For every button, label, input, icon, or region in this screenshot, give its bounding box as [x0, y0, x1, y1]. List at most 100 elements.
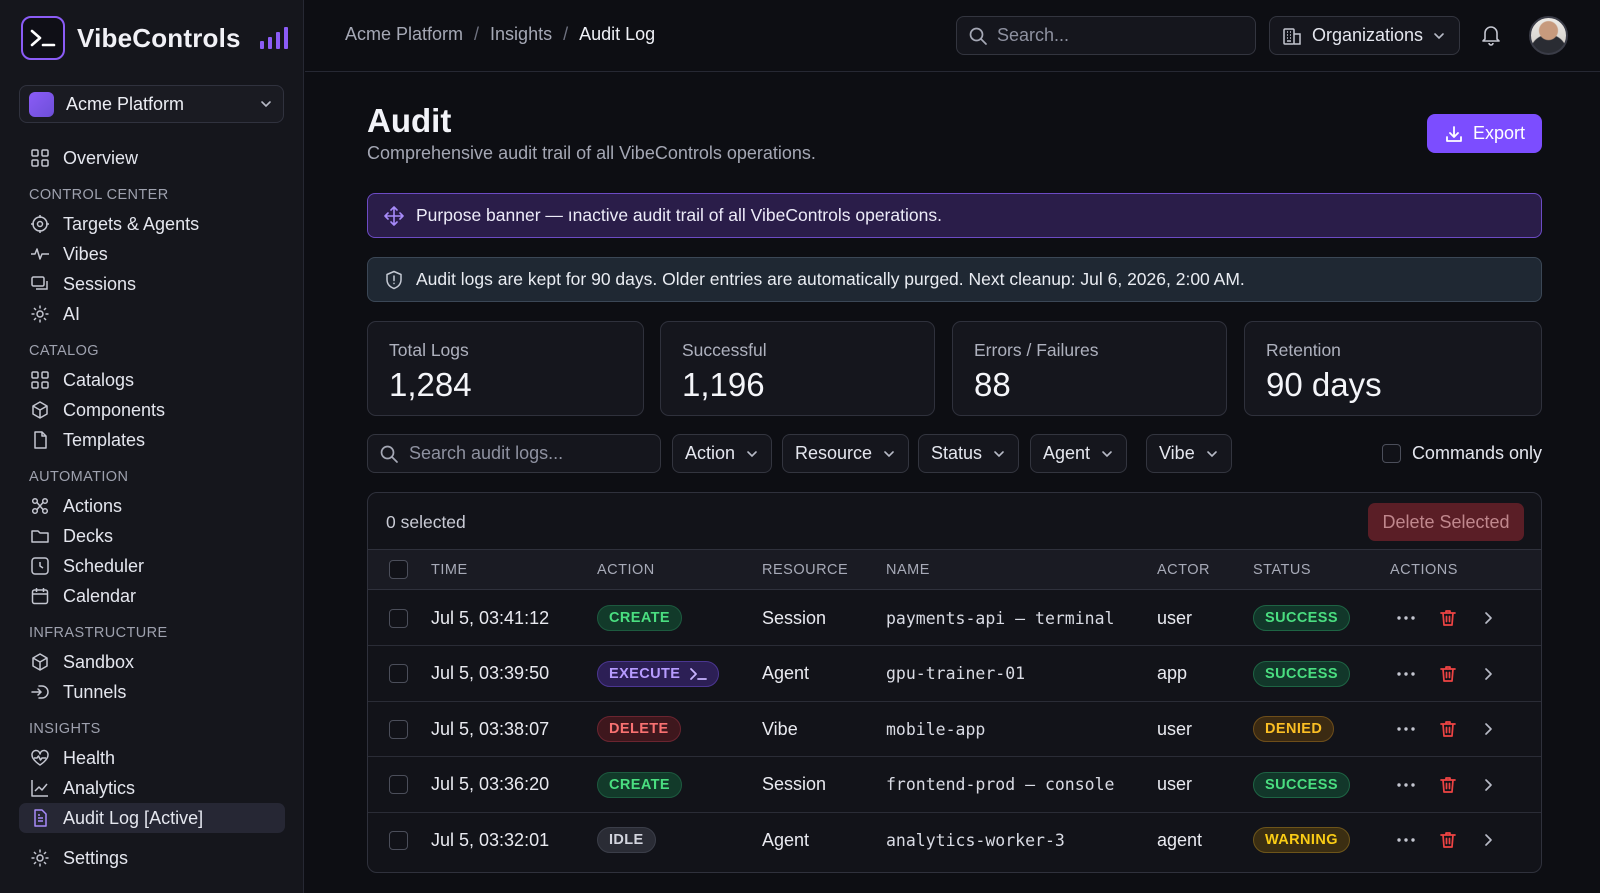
chevron-right-icon[interactable] [1476, 717, 1500, 741]
sidebar-item-overview[interactable]: Overview [19, 143, 285, 173]
sidebar-item-health[interactable]: Health [19, 743, 285, 773]
sidebar-item-actions[interactable]: Actions [19, 491, 285, 521]
sidebar-item-templates[interactable]: Templates [19, 425, 285, 455]
table-row[interactable]: Jul 5, 03:41:12 CREATE Session payments-api… [368, 590, 1541, 646]
column-header-actor[interactable]: ACTOR [1157, 562, 1210, 578]
sidebar-item-label: Scheduler [63, 555, 145, 576]
nav-section-control-center: CONTROL CENTER [29, 187, 169, 203]
calendar-icon [29, 585, 51, 607]
sidebar-item-decks[interactable]: Decks [19, 521, 285, 551]
sidebar-item-scheduler[interactable]: Scheduler [19, 551, 285, 581]
stat-card-retention: Retention 90 days [1244, 321, 1542, 416]
trash-icon[interactable] [1436, 662, 1460, 686]
sidebar-item-components[interactable]: Components [19, 395, 285, 425]
chevron-right-icon[interactable] [1476, 773, 1500, 797]
purpose-banner-text: Purpose banner — ınactive audit trail of… [416, 205, 942, 225]
action-badge-label: EXECUTE [609, 665, 681, 682]
sidebar-item-settings[interactable]: Settings [19, 843, 285, 873]
stat-value: 1,284 [389, 366, 472, 403]
organizations-dropdown[interactable]: Organizations [1269, 16, 1460, 55]
global-search[interactable] [956, 16, 1256, 55]
filter-status-dropdown[interactable]: Status [918, 434, 1020, 473]
row-checkbox[interactable] [389, 775, 408, 794]
stat-card-successful: Successful 1,196 [660, 321, 935, 416]
trash-icon[interactable] [1436, 606, 1460, 630]
clock-icon [29, 555, 51, 577]
export-button[interactable]: Export [1427, 114, 1542, 153]
grid-icon [29, 369, 51, 391]
select-all-checkbox[interactable] [389, 560, 408, 579]
row-checkbox[interactable] [389, 719, 408, 739]
row-checkbox[interactable] [389, 664, 408, 683]
user-avatar[interactable] [1529, 16, 1568, 55]
nav-section-catalog: CATALOG [29, 343, 99, 359]
folder-icon [29, 525, 51, 547]
trash-icon[interactable] [1436, 828, 1460, 852]
sidebar-item-label: Health [63, 747, 116, 768]
commands-only-checkbox[interactable] [1381, 444, 1401, 463]
column-header-action[interactable]: ACTION [597, 562, 655, 578]
sidebar-item-sessions[interactable]: Sessions [19, 269, 285, 299]
sidebar-item-tunnels[interactable]: Tunnels [19, 677, 285, 707]
brand[interactable]: VibeControls [21, 16, 289, 60]
audit-search-input[interactable] [409, 443, 649, 464]
sidebar-item-label: Vibes [63, 243, 108, 264]
cell-row-actions [1394, 812, 1500, 868]
more-horizontal-icon[interactable] [1394, 717, 1418, 741]
commands-only-toggle[interactable]: Commands only [1381, 434, 1542, 473]
column-header-name[interactable]: NAME [886, 562, 930, 578]
sidebar-item-audit-log[interactable]: Audit Log [Active] [19, 803, 285, 833]
cell-row-actions [1394, 757, 1500, 813]
brand-name: VibeControls [77, 22, 241, 53]
breadcrumb-item[interactable]: Insights [490, 24, 553, 44]
trash-icon[interactable] [1436, 717, 1460, 741]
column-header-time[interactable]: TIME [431, 562, 468, 578]
sidebar-item-label: Decks [63, 525, 114, 546]
cell-actor: agent [1157, 829, 1203, 850]
action-badge: EXECUTE [597, 660, 720, 687]
sidebar-item-targets-agents[interactable]: Targets & Agents [19, 209, 285, 239]
selected-count: 0 selected [386, 512, 466, 532]
delete-selected-button[interactable]: Delete Selected [1368, 503, 1524, 541]
status-badge: DENIED [1253, 716, 1335, 742]
bell-icon[interactable] [1480, 24, 1502, 46]
global-search-input[interactable] [997, 25, 1237, 46]
sidebar-item-sandbox[interactable]: Sandbox [19, 647, 285, 677]
sidebar-item-calendar[interactable]: Calendar [19, 581, 285, 611]
status-badge: SUCCESS [1253, 771, 1350, 798]
more-horizontal-icon[interactable] [1394, 773, 1418, 797]
chevron-right-icon[interactable] [1476, 662, 1500, 686]
workflow-icon [29, 495, 51, 517]
stat-value: 90 days [1266, 366, 1382, 403]
table-row[interactable]: Jul 5, 03:32:01 IDLE Agent analytics-worker… [368, 812, 1541, 868]
filter-action-dropdown[interactable]: Action [672, 434, 773, 473]
sidebar-item-ai[interactable]: AI [19, 299, 285, 329]
column-header-status[interactable]: STATUS [1253, 562, 1312, 578]
more-horizontal-icon[interactable] [1394, 828, 1418, 852]
row-checkbox[interactable] [389, 608, 408, 628]
sidebar-item-catalogs[interactable]: Catalogs [19, 365, 285, 395]
row-checkbox[interactable] [389, 830, 408, 850]
breadcrumb-item[interactable]: Acme Platform [345, 24, 464, 44]
chevron-right-icon[interactable] [1476, 828, 1500, 852]
cell-action: CREATE [597, 757, 682, 813]
sidebar-item-analytics[interactable]: Analytics [19, 773, 285, 803]
audit-search[interactable] [367, 434, 661, 473]
sidebar-item-label: Sandbox [63, 651, 135, 672]
table-row[interactable]: Jul 5, 03:39:50 EXECUTE Agent gpu-trainer-0… [368, 646, 1541, 702]
filter-resource-dropdown[interactable]: Resource [782, 434, 910, 473]
chevron-right-icon[interactable] [1476, 606, 1500, 630]
sidebar-item-vibes[interactable]: Vibes [19, 239, 285, 269]
table-row[interactable]: Jul 5, 03:38:07 DELETE Vibe mobile-app user D… [368, 701, 1541, 757]
filter-vibe-dropdown[interactable]: Vibe [1146, 434, 1232, 473]
table-row[interactable]: Jul 5, 03:36:20 CREATE Session frontend-pro… [368, 757, 1541, 813]
more-horizontal-icon[interactable] [1394, 606, 1418, 630]
more-horizontal-icon[interactable] [1394, 662, 1418, 686]
org-switcher[interactable]: Acme Platform [19, 85, 284, 123]
trash-icon[interactable] [1436, 773, 1460, 797]
page-title: Audit [367, 102, 452, 139]
download-icon [1446, 125, 1462, 142]
column-header-resource[interactable]: RESOURCE [762, 562, 849, 578]
cube-icon [29, 399, 51, 421]
filter-agent-dropdown[interactable]: Agent [1030, 434, 1128, 473]
